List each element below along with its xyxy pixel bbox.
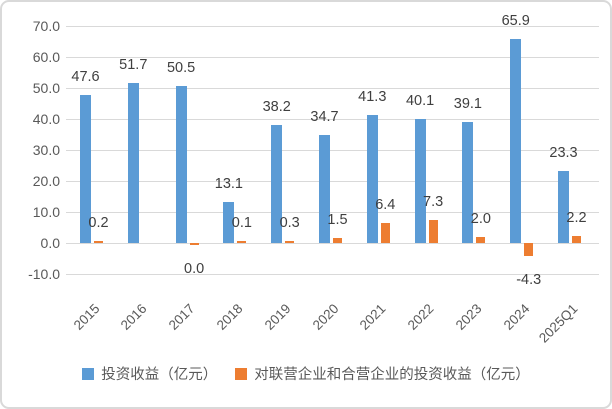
legend-swatch-orange-icon	[235, 367, 248, 380]
data-label: -4.3	[516, 272, 542, 289]
bar-blue	[223, 202, 235, 243]
data-label: 2.2	[566, 210, 587, 227]
y-tick-label: 20.0	[32, 173, 60, 189]
data-label: 0.2	[88, 215, 109, 231]
bar-orange	[428, 220, 438, 243]
data-label: 7.3	[423, 194, 444, 211]
bar-orange	[285, 241, 295, 243]
gridline	[66, 57, 599, 58]
bar-orange	[524, 243, 534, 257]
gridline	[66, 88, 599, 89]
data-label: 47.6	[71, 69, 100, 86]
legend-item-series2: 对联营企业和合营企业的投资收益（亿元）	[235, 363, 530, 384]
y-tick-label: 40.0	[32, 111, 60, 127]
bar-blue	[414, 118, 426, 243]
y-tick-label: 0.0	[40, 235, 60, 251]
bar-blue	[175, 86, 187, 243]
bar-orange	[380, 223, 390, 243]
data-label: 39.1	[453, 95, 482, 112]
bar-orange	[572, 236, 581, 243]
data-label: 50.5	[166, 60, 196, 77]
data-label: 13.1	[214, 176, 243, 193]
gridline	[66, 212, 599, 213]
data-label: 65.9	[501, 12, 530, 29]
y-tick-label: 30.0	[32, 142, 60, 158]
gridline	[66, 150, 599, 151]
gridline	[66, 26, 599, 27]
bar-orange	[476, 236, 486, 243]
legend-label-series2: 对联营企业和合营企业的投资收益（亿元）	[254, 367, 530, 383]
bar-orange	[189, 243, 199, 245]
bar-blue	[366, 114, 378, 243]
bar-orange	[333, 238, 342, 243]
data-label: 41.3	[358, 88, 387, 105]
y-tick-label: -10.0	[28, 266, 60, 282]
data-label: 38.2	[262, 98, 291, 115]
legend: 投资收益（亿元） 对联营企业和合营企业的投资收益（亿元）	[2, 363, 610, 384]
data-label: 0.0	[184, 261, 205, 277]
data-label: 0.1	[231, 215, 252, 231]
data-label: 23.3	[549, 144, 578, 161]
gridline	[66, 243, 599, 244]
bar-blue	[558, 170, 569, 243]
data-label: 6.4	[375, 197, 396, 214]
bar-blue	[462, 121, 474, 243]
gridline	[66, 274, 599, 275]
legend-label-series1: 投资收益（亿元）	[101, 367, 218, 383]
bar-orange	[94, 241, 103, 243]
gridline	[66, 119, 599, 120]
data-label: 51.7	[119, 56, 148, 73]
bar-blue	[271, 124, 283, 243]
bar-blue	[80, 95, 91, 243]
bar-blue	[510, 38, 522, 243]
legend-item-series1: 投资收益（亿元）	[82, 363, 217, 384]
y-tick-label: 10.0	[32, 204, 60, 220]
gridline	[66, 181, 599, 182]
data-label: 1.5	[327, 212, 348, 229]
y-tick-label: 60.0	[32, 49, 60, 65]
data-label: 40.1	[405, 92, 435, 109]
y-tick-label: 70.0	[32, 18, 60, 34]
bar-blue	[127, 82, 139, 243]
data-label: 34.7	[310, 109, 339, 126]
y-tick-label: 50.0	[32, 80, 60, 96]
legend-swatch-blue-icon	[82, 367, 95, 380]
bar-orange	[237, 241, 247, 243]
data-label: 0.3	[279, 215, 300, 231]
bar-blue	[319, 135, 330, 243]
data-label: 2.0	[470, 210, 491, 227]
